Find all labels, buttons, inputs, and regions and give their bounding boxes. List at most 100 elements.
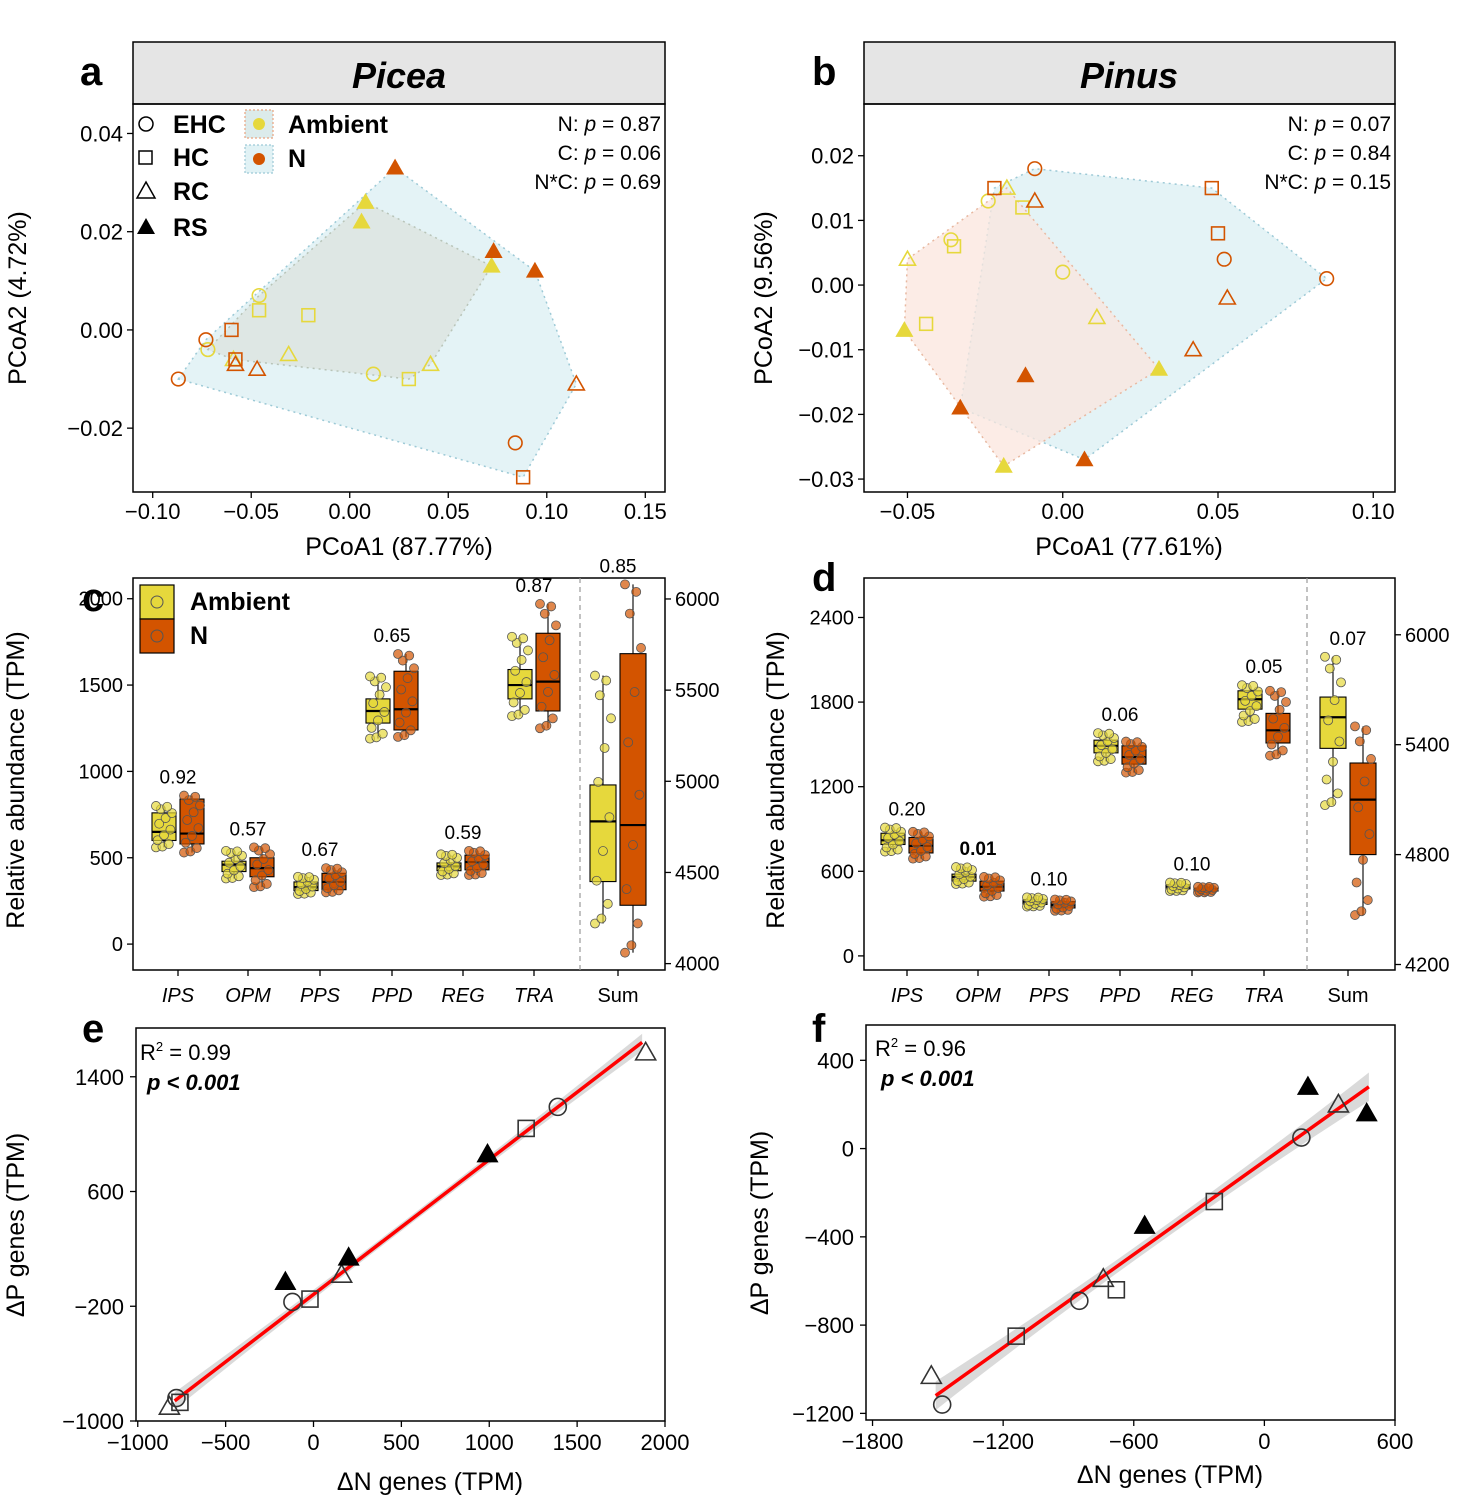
y-tick-label: 600 <box>821 861 854 883</box>
point-rc-ambient <box>421 354 440 372</box>
p-value-label: 0.10 <box>1174 855 1211 876</box>
point-hc-n <box>1210 226 1226 241</box>
point-hc <box>171 1393 189 1412</box>
legend-triangle-open-icon <box>135 180 157 199</box>
y-tick-label: 2000 <box>79 589 124 611</box>
legend-label-rc: RC <box>173 178 209 206</box>
jitter-point <box>293 871 303 882</box>
stat-line: N: p = 0.87 <box>558 113 661 136</box>
stat-line: N*C: p = 0.15 <box>1264 171 1391 194</box>
jitter-point <box>922 842 933 853</box>
point-ehc <box>167 1388 186 1408</box>
y-axis-title-b: PCoA2 (9.56%) <box>750 211 778 385</box>
jitter-point <box>1356 906 1367 917</box>
point-rs-ambient <box>994 456 1013 473</box>
p-value-label: 0.01 <box>960 839 997 860</box>
jitter-point <box>1237 680 1247 691</box>
jitter-point <box>1361 725 1372 736</box>
point-rs <box>1133 1214 1156 1234</box>
legend-shapes: EHC HC RC RS <box>135 111 226 242</box>
point-ehc-n <box>170 371 186 387</box>
jitter-point <box>591 875 602 886</box>
legend-circle-icon <box>138 116 154 132</box>
jitter-point <box>606 713 616 724</box>
axes-e: −1000 −500 0 500 1000 1500 2000 −1000 −200 600 140… <box>62 1065 689 1455</box>
y2-tick-label: 5400 <box>1405 735 1450 757</box>
jitter-point <box>159 830 169 841</box>
regression-f <box>919 1072 1378 1414</box>
point-hc <box>1107 1281 1126 1299</box>
y-tick-label: 1400 <box>75 1065 124 1090</box>
x-axis-title-a: PCoA1 (87.77%) <box>305 533 493 561</box>
box-ambient <box>589 784 617 883</box>
jitter-point <box>1251 701 1262 712</box>
jitter-point <box>1274 704 1285 715</box>
x-tick-label: 500 <box>383 1430 420 1455</box>
point-hc <box>1007 1327 1026 1345</box>
y-tick-label: 400 <box>817 1048 854 1073</box>
jitter-point <box>1279 722 1290 733</box>
y2-tick-label: 6000 <box>675 589 720 611</box>
panel-letter-f: f <box>812 1007 826 1051</box>
point-rc <box>1327 1092 1350 1113</box>
y-tick-label: 2400 <box>810 607 855 629</box>
jitter-point <box>1265 685 1275 696</box>
point-hc-n <box>987 180 1002 196</box>
boxes-c: 0.92 0.57 0.67 0.65 0.59 0.87 0.85 <box>151 556 647 970</box>
x-tick-label: 1000 <box>465 1430 514 1455</box>
stats-a: N: p = 0.87 C: p = 0.06 N*C: p = 0.69 <box>534 113 661 194</box>
y-tick-label: 0 <box>842 1137 854 1162</box>
y-tick-label: 1200 <box>810 777 855 799</box>
stat-line: C: p = 0.06 <box>558 142 661 165</box>
jitter-point <box>188 807 199 818</box>
p-value-label: 0.65 <box>374 626 411 647</box>
point-hc <box>517 1119 535 1138</box>
point-hc-n <box>1204 180 1219 196</box>
jitter-point <box>447 849 458 860</box>
legend-c: Ambient N <box>139 584 291 654</box>
jitter-point <box>519 704 530 715</box>
point-rs-n <box>525 261 544 278</box>
x-tick-label: OPM <box>225 985 271 1007</box>
points-b <box>895 161 1335 473</box>
y-tick-label: 0.02 <box>80 220 123 245</box>
jitter-point <box>252 859 263 870</box>
y-tick-label: −0.02 <box>67 416 123 441</box>
y-tick-label: 500 <box>90 848 123 870</box>
jitter-point <box>397 655 408 666</box>
axes-f: −1800 −1200 −600 0 600 −1200 −800 −400 0 400 <box>792 1048 1413 1454</box>
y2-tick-label: 4000 <box>675 954 720 976</box>
point-hc <box>301 1290 319 1308</box>
jitter-point <box>401 707 411 718</box>
x-tick-label: 0.00 <box>328 499 371 524</box>
fit-line <box>173 1040 644 1403</box>
jitter-point <box>151 801 161 811</box>
x-tick-label: −1000 <box>107 1430 169 1455</box>
jitter-point <box>377 728 388 739</box>
point-rc-n <box>1183 340 1203 357</box>
x-tick-label: 0.10 <box>1352 499 1395 524</box>
x-tick-label: 0.05 <box>1197 499 1240 524</box>
x-tick-label: 0 <box>307 1430 319 1455</box>
jitter-point <box>464 845 474 856</box>
point-rs-n <box>951 398 970 415</box>
point-rc-ambient <box>997 178 1017 195</box>
point-rs-ambient <box>352 212 371 229</box>
jitter-point <box>547 713 558 724</box>
x-axis-title-b: PCoA1 (77.61%) <box>1035 533 1223 561</box>
jitter-point <box>621 884 632 895</box>
x-tick-label: PPS <box>300 985 341 1007</box>
x-tick-label: −600 <box>1109 1429 1159 1454</box>
jitter-point <box>632 918 643 929</box>
jitter-point <box>379 707 390 717</box>
jitter-point <box>409 663 419 674</box>
jitter-point <box>594 690 605 701</box>
jitter-point <box>160 813 171 823</box>
point-ehc-ambient <box>365 366 381 382</box>
jitter-point <box>249 842 259 853</box>
point-rs-n <box>386 158 405 175</box>
point-rs-ambient <box>895 321 914 337</box>
jitter-point <box>1107 744 1118 755</box>
legend-c-ambient-dot-icon <box>150 595 164 609</box>
stat-line: N: p = 0.07 <box>1288 113 1391 136</box>
